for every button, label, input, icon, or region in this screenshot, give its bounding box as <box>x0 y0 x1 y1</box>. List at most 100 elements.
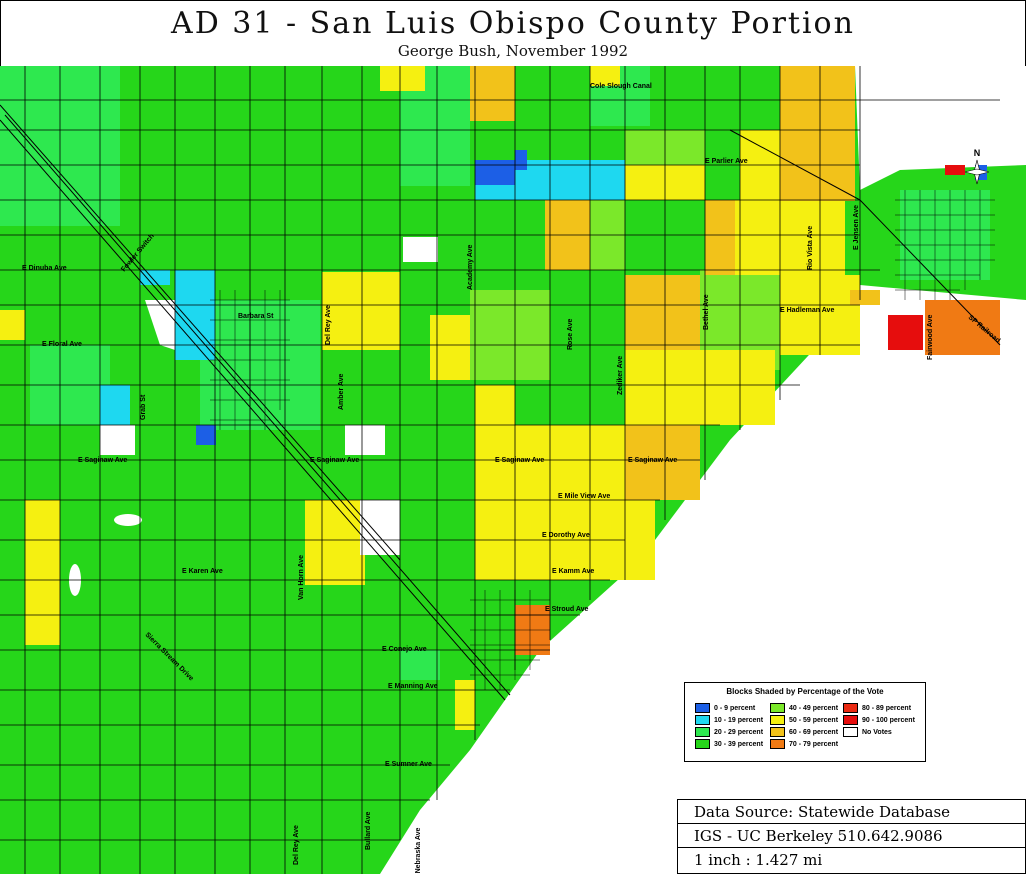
street-label: Zediker Ave <box>617 356 624 395</box>
map-title: AD 31 - San Luis Obispo County Portion <box>171 6 855 41</box>
north-arrow-icon: N <box>964 148 990 185</box>
legend-item: 70 - 79 percent <box>770 739 838 749</box>
street-label: E Hadleman Ave <box>780 307 834 314</box>
legend-label: 40 - 49 percent <box>789 704 839 712</box>
legend-label: 70 - 79 percent <box>789 740 839 748</box>
street-label: E Conejo Ave <box>382 646 427 653</box>
legend-label: 20 - 29 percent <box>714 728 764 736</box>
precinct <box>945 165 965 175</box>
street-label: Del Rey Ave <box>293 825 300 865</box>
street-label: E Saginaw Ave <box>310 457 359 464</box>
street-label: Rio Vista Ave <box>807 226 814 270</box>
street-label: Bethel Ave <box>703 294 710 330</box>
legend-swatch <box>695 715 710 725</box>
street-label: Grab St <box>140 394 147 420</box>
railroad-lines <box>0 104 1001 701</box>
street-label: Bullard Ave <box>365 812 372 850</box>
precinct <box>470 66 515 121</box>
legend-label: 30 - 39 percent <box>714 740 764 748</box>
legend-label: 0 - 9 percent <box>714 704 756 712</box>
precinct <box>400 650 440 680</box>
legend-item: 80 - 89 percent <box>843 703 911 713</box>
street-label: Amber Ave <box>338 373 345 410</box>
legend-label: 10 - 19 percent <box>714 716 764 724</box>
precinct <box>850 290 880 305</box>
precinct <box>345 425 385 455</box>
street-label: E Karen Ave <box>182 568 223 575</box>
legend-swatch <box>770 703 785 713</box>
precinct <box>475 385 515 425</box>
legend-swatch <box>843 727 858 737</box>
precinct <box>590 66 620 86</box>
precinct <box>625 350 775 425</box>
street-label: E Kamm Ave <box>552 568 594 575</box>
street-label: Del Rey Ave <box>325 305 332 345</box>
map-subtitle: George Bush, November 1992 <box>397 42 629 60</box>
precinct <box>925 300 1000 355</box>
precinct <box>625 275 700 350</box>
legend-swatch <box>843 703 858 713</box>
legend-swatch <box>770 715 785 725</box>
precinct <box>625 425 700 500</box>
street-label: E Saginaw Ave <box>78 457 127 464</box>
legend-item: 10 - 19 percent <box>695 715 763 725</box>
legend-label: No Votes <box>862 728 892 736</box>
block-boundaries <box>0 66 1000 874</box>
legend-item: 0 - 9 percent <box>695 703 755 713</box>
legend-swatch <box>843 715 858 725</box>
legend-label: 50 - 59 percent <box>789 716 839 724</box>
legend-swatch <box>695 727 710 737</box>
precinct <box>114 514 142 526</box>
precinct <box>888 315 923 350</box>
legend-title: Blocks Shaded by Percentage of the Vote <box>726 687 884 696</box>
precinct <box>25 500 60 645</box>
legend-item: 60 - 69 percent <box>770 727 838 737</box>
street-label: E Dorothy Ave <box>542 532 590 539</box>
street-label: E Jensen Ave <box>853 205 860 250</box>
precinct <box>0 310 25 340</box>
legend-item: 50 - 59 percent <box>770 715 838 725</box>
data-source-contact: IGS - UC Berkeley 510.642.9086 <box>678 824 1025 848</box>
precinct <box>322 272 400 350</box>
street-label: E Saginaw Ave <box>628 457 677 464</box>
map-scale: 1 inch : 1.427 mi <box>694 851 823 869</box>
street-label: Van Horn Ave <box>298 555 305 600</box>
precinct <box>196 425 216 445</box>
legend: Blocks Shaded by Percentage of the Vote … <box>684 682 926 762</box>
legend-item: 40 - 49 percent <box>770 703 838 713</box>
street-label: Fairwood Ave <box>927 315 934 360</box>
street-label: E Manning Ave <box>388 683 438 690</box>
street-label: E Floral Ave <box>42 341 82 348</box>
legend-swatch <box>695 739 710 749</box>
street-label: E Parlier Ave <box>705 158 748 165</box>
legend-swatch <box>770 727 785 737</box>
legend-swatch <box>770 739 785 749</box>
north-label: N <box>974 148 981 158</box>
precinct <box>515 150 527 170</box>
town-grid <box>210 190 995 690</box>
precinct <box>470 290 550 380</box>
precinct <box>900 190 990 280</box>
precinct <box>455 680 475 730</box>
legend-item: No Votes <box>843 727 892 737</box>
precinct <box>430 315 470 380</box>
precinct <box>705 200 735 275</box>
street-label: E Sumner Ave <box>385 761 432 768</box>
out-of-area-ne <box>855 66 1026 190</box>
precinct <box>100 385 130 425</box>
street-label: E Mile View Ave <box>558 493 610 500</box>
legend-label: 80 - 89 percent <box>862 704 912 712</box>
precinct <box>403 237 438 262</box>
precinct <box>175 270 215 360</box>
precinct <box>780 66 855 201</box>
legend-swatch <box>695 703 710 713</box>
street-label: Cole Slough Canal <box>590 83 652 90</box>
precinct <box>100 425 135 455</box>
precinct <box>735 200 845 275</box>
precinct <box>140 270 170 285</box>
precinct <box>380 66 425 91</box>
legend-item: 20 - 29 percent <box>695 727 763 737</box>
street-label: Barbara St <box>238 313 274 320</box>
legend-item: 90 - 100 percent <box>843 715 915 725</box>
street-label: Rose Ave <box>567 319 574 350</box>
